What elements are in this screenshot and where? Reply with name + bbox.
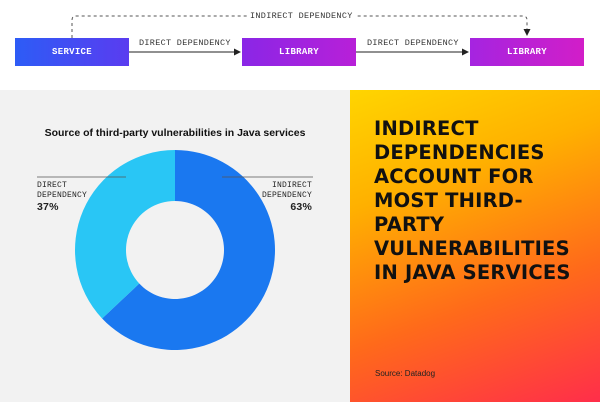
donut-chart (0, 90, 350, 402)
headline: INDIRECT DEPENDENCIES ACCOUNT FOR MOST T… (374, 117, 571, 284)
direct-dependency-label-2: DIRECT DEPENDENCY (367, 38, 459, 48)
chart-panel: Source of third-party vulnerabilities in… (0, 90, 350, 402)
indirect-slice-name: INDIRECT DEPENDENCY (261, 181, 312, 200)
direct-dependency-slice-label: DIRECT DEPENDENCY 37% (37, 181, 107, 212)
indirect-dependency-label: INDIRECT DEPENDENCY (247, 11, 356, 21)
source-note: Source: Datadog (375, 369, 436, 378)
library-node-1: LIBRARY (242, 38, 356, 66)
indirect-slice-percent: 63% (290, 201, 312, 213)
direct-slice-percent: 37% (37, 201, 59, 213)
chart-title: Source of third-party vulnerabilities in… (44, 127, 306, 139)
direct-dependency-label-1: DIRECT DEPENDENCY (139, 38, 231, 48)
library-node-2: LIBRARY (470, 38, 584, 66)
service-node: SERVICE (15, 38, 129, 66)
indirect-dependency-slice (102, 150, 275, 350)
direct-slice-name: DIRECT DEPENDENCY (37, 181, 88, 200)
donut-svg (37, 150, 313, 350)
direct-dependency-slice (74, 150, 175, 319)
dependency-diagram: INDIRECT DEPENDENCY DIRECT DEPENDENCY DI… (0, 0, 600, 86)
headline-panel: INDIRECT DEPENDENCIES ACCOUNT FOR MOST T… (350, 90, 600, 402)
indirect-dependency-slice-label: INDIRECT DEPENDENCY 63% (242, 181, 312, 212)
